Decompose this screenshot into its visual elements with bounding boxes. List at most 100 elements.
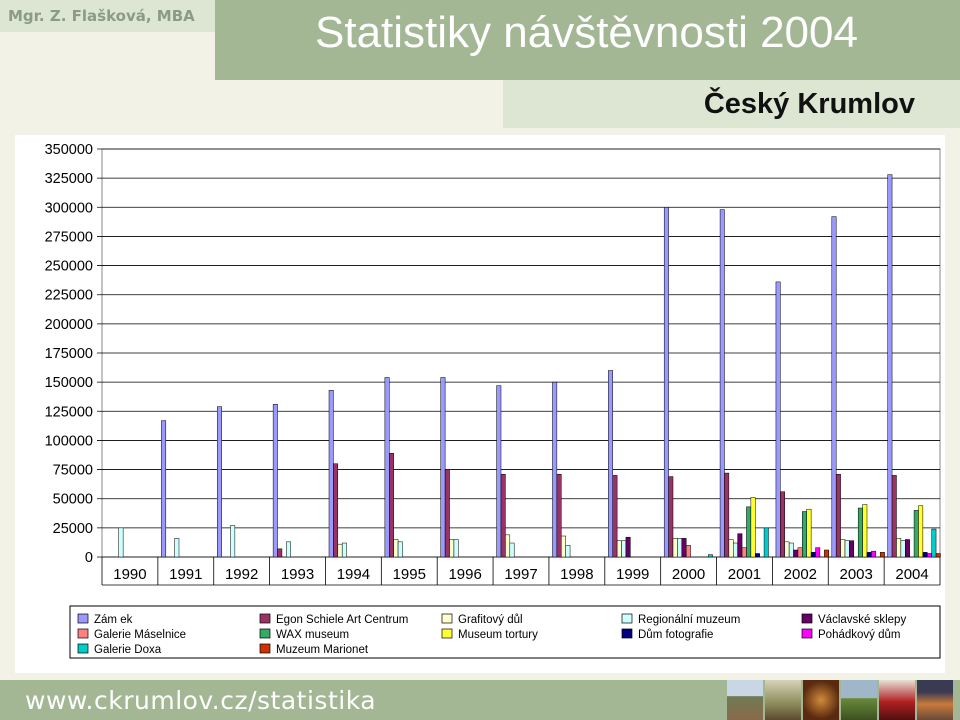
castle-photo bbox=[727, 680, 763, 720]
bar bbox=[741, 547, 747, 558]
bar bbox=[879, 552, 885, 558]
bar bbox=[337, 543, 343, 558]
bar bbox=[763, 527, 769, 558]
bar bbox=[931, 528, 937, 558]
bar bbox=[118, 527, 124, 558]
legend-label: Zám ek bbox=[94, 614, 133, 626]
legend-swatch bbox=[259, 643, 271, 654]
x-tick-label: 1997 bbox=[504, 566, 537, 583]
legend-swatch bbox=[77, 628, 89, 639]
legend-swatch bbox=[77, 643, 89, 654]
bar bbox=[750, 497, 756, 558]
bar bbox=[862, 504, 868, 558]
legend-label: Muzeum Marionet bbox=[276, 644, 369, 656]
legend-label: Galerie Doxa bbox=[94, 644, 162, 656]
title-bar: Statistiky návštěvnosti 2004 bbox=[215, 0, 960, 80]
x-tick-label: 2002 bbox=[784, 566, 817, 583]
bar bbox=[887, 174, 893, 558]
legend-swatch bbox=[801, 613, 813, 624]
bar bbox=[612, 475, 618, 558]
bar bbox=[496, 385, 502, 558]
bar bbox=[780, 491, 785, 558]
bar bbox=[341, 542, 347, 558]
bar bbox=[440, 377, 446, 558]
bar bbox=[161, 420, 167, 558]
bar bbox=[217, 406, 222, 558]
footer-url-link[interactable]: www.ckrumlov.cz/statistika bbox=[25, 686, 377, 715]
courtyard-photo bbox=[765, 680, 801, 720]
y-tick-label: 225000 bbox=[45, 288, 93, 304]
y-tick-label: 275000 bbox=[45, 229, 93, 245]
y-tick-label: 125000 bbox=[45, 404, 93, 420]
page-subtitle: Český Krumlov bbox=[703, 88, 915, 120]
town-photo bbox=[917, 680, 953, 720]
legend-swatch bbox=[441, 613, 453, 624]
bar-groups bbox=[118, 174, 941, 558]
bar bbox=[935, 553, 941, 558]
bar bbox=[272, 404, 278, 558]
bar bbox=[616, 540, 622, 558]
legend-label: Museum tortury bbox=[458, 629, 538, 641]
bar bbox=[891, 475, 897, 558]
bar bbox=[509, 542, 515, 558]
bar bbox=[328, 390, 334, 558]
x-axis-ticks: 1990 1991 1992 1993 1994 1995 1996 1997 1998 1999… bbox=[101, 557, 941, 586]
y-tick-label: 350000 bbox=[45, 142, 93, 158]
legend-swatch bbox=[441, 628, 453, 639]
bar bbox=[552, 381, 558, 558]
legend-swatch bbox=[621, 628, 633, 639]
bar bbox=[733, 542, 738, 558]
x-tick-label: 1992 bbox=[225, 566, 258, 583]
bar bbox=[668, 476, 674, 558]
legend-swatch bbox=[621, 613, 633, 624]
chart-panel: 0 25000 50000 75000 100000 125000 150000 175000… bbox=[15, 135, 945, 673]
bar bbox=[663, 207, 669, 558]
y-tick-label: 0 bbox=[85, 550, 93, 566]
x-tick-label: 2001 bbox=[728, 566, 761, 583]
bar bbox=[444, 469, 450, 558]
bar bbox=[286, 541, 291, 558]
y-tick-label: 175000 bbox=[45, 346, 93, 362]
bar bbox=[230, 525, 236, 558]
y-tick-label: 150000 bbox=[45, 375, 93, 391]
bar bbox=[685, 545, 691, 558]
legend-label: Václavské sklepy bbox=[818, 614, 906, 626]
legend-label: Dům fotografie bbox=[638, 629, 713, 641]
x-tick-label: 1995 bbox=[393, 566, 426, 583]
cellar-photo bbox=[803, 680, 839, 720]
legend-swatch bbox=[77, 613, 89, 624]
y-tick-label: 75000 bbox=[53, 463, 93, 479]
bar bbox=[707, 554, 713, 558]
bar bbox=[849, 540, 855, 558]
footer-bar: www.ckrumlov.cz/statistika bbox=[0, 680, 960, 720]
bar bbox=[857, 507, 863, 558]
bar bbox=[871, 550, 877, 558]
y-tick-label: 200000 bbox=[45, 317, 93, 333]
bar bbox=[277, 548, 283, 558]
x-tick-label: 1994 bbox=[337, 566, 370, 583]
x-tick-label: 1991 bbox=[169, 566, 202, 583]
x-tick-label: 1993 bbox=[281, 566, 314, 583]
legend-label: Regionální muzeum bbox=[638, 614, 740, 626]
bar bbox=[844, 540, 850, 558]
bar bbox=[927, 553, 932, 558]
bar bbox=[556, 473, 562, 558]
bar bbox=[775, 281, 781, 558]
bar bbox=[724, 472, 730, 558]
bar bbox=[397, 541, 403, 558]
y-tick-label: 100000 bbox=[45, 433, 93, 449]
x-tick-label: 1999 bbox=[616, 566, 649, 583]
bar bbox=[896, 538, 902, 558]
bar bbox=[608, 370, 613, 558]
bar bbox=[565, 545, 571, 558]
horse-photo bbox=[841, 680, 877, 720]
bar bbox=[449, 539, 455, 558]
bar bbox=[824, 549, 829, 558]
legend-swatch bbox=[259, 613, 271, 624]
legend-label: Grafitový důl bbox=[458, 614, 523, 626]
grid-lines bbox=[97, 148, 941, 558]
bar bbox=[719, 209, 725, 558]
bar bbox=[737, 533, 743, 558]
bar bbox=[755, 553, 760, 558]
bar bbox=[500, 473, 506, 558]
